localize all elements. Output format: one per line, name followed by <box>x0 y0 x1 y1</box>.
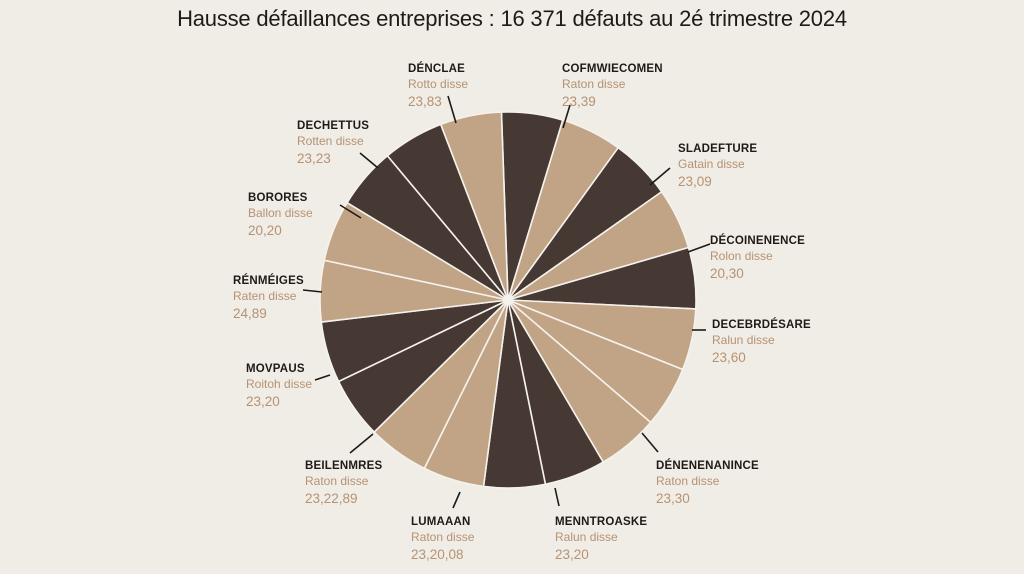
chart-title: Hausse défaillances entreprises : 16 371… <box>177 6 847 31</box>
slice-label-subtext: Gatain disse <box>678 157 745 171</box>
slice-label-value: 23,83 <box>408 94 442 109</box>
slice-label-value: 23,30 <box>656 491 690 506</box>
slice-label-name: BORORES <box>248 192 308 204</box>
slice-label-3: SLADEFTURE Gatain disse 23,09 <box>678 143 757 189</box>
slice-labels: DÉNCLAE Rotto disse 23,83 COFMWIECOMEN Raton… <box>233 62 811 562</box>
slice-label-name: MENNTROASKE <box>555 516 647 528</box>
slice-label-subtext: Rotto disse <box>408 77 468 91</box>
slice-label-subtext: Ralun disse <box>555 530 618 544</box>
leader-line-13 <box>359 152 379 169</box>
slice-label-subtext: Raton disse <box>305 474 369 488</box>
slice-label-value: 23,23 <box>297 151 331 166</box>
slice-label-value: 23,60 <box>712 350 746 365</box>
slice-label-11: RÉNMÉIGES Raten disse 24,89 <box>233 274 304 321</box>
leader-line-10 <box>314 374 331 381</box>
leader-line-3 <box>649 167 671 186</box>
slice-label-12: BORORES Ballon disse 20,20 <box>248 192 313 238</box>
slice-label-name: DÉNCLAE <box>408 62 465 75</box>
slice-label-value: 24,89 <box>233 306 267 321</box>
slice-label-value: 23,20,08 <box>411 547 464 562</box>
pie-slices <box>319 111 697 489</box>
slice-label-value: 23,39 <box>562 94 596 109</box>
leader-line-8 <box>452 491 461 509</box>
slice-label-name: SLADEFTURE <box>678 143 757 155</box>
slice-label-name: DECEBRDÉSARE <box>712 318 811 331</box>
leader-line-2 <box>562 104 571 129</box>
leader-line-7 <box>554 487 560 507</box>
slice-label-value: 23,20 <box>555 547 589 562</box>
slice-label-2: COFMWIECOMEN Raton disse 23,39 <box>562 63 663 109</box>
slice-label-name: BEILENMRES <box>305 460 383 472</box>
slice-label-name: LUMAAAN <box>411 516 471 528</box>
slice-label-subtext: Raton disse <box>656 474 720 488</box>
slice-label-subtext: Ballon disse <box>248 206 313 220</box>
slice-label-name: DÉCOINENENCE <box>710 234 805 247</box>
slice-label-subtext: Rotten disse <box>297 134 364 148</box>
slice-label-9: BEILENMRES Raton disse 23,22,89 <box>305 460 383 506</box>
slice-label-8: LUMAAAN Raton disse 23,20,08 <box>411 516 475 562</box>
slice-label-value: 23,09 <box>678 174 712 189</box>
slice-label-value: 20,30 <box>710 266 744 281</box>
slice-label-6: DÉNENENANINCE Raton disse 23,30 <box>656 459 759 506</box>
leader-line-9 <box>349 433 374 454</box>
slice-label-1: DÉNCLAE Rotto disse 23,83 <box>408 62 468 109</box>
slice-label-7: MENNTROASKE Ralun disse 23,20 <box>555 516 647 562</box>
slice-label-value: 23,20 <box>246 394 280 409</box>
leader-line-11 <box>302 289 323 293</box>
leader-line-12 <box>339 204 362 219</box>
slice-label-name: COFMWIECOMEN <box>562 63 663 75</box>
slice-label-subtext: Rolon disse <box>710 249 773 263</box>
leader-line-6 <box>641 432 659 453</box>
slice-label-4: DÉCOINENENCE Rolon disse 20,30 <box>710 234 805 281</box>
slice-label-name: MOVPAUS <box>246 363 305 375</box>
leader-line-4 <box>687 243 711 253</box>
slice-label-10: MOVPAUS Roitoh disse 23,20 <box>246 363 312 409</box>
slice-label-subtext: Raten disse <box>233 289 297 303</box>
slice-label-value: 20,20 <box>248 223 282 238</box>
slice-label-13: DECHETTUS Rotten disse 23,23 <box>297 120 369 166</box>
slice-label-name: RÉNMÉIGES <box>233 274 304 287</box>
leader-line-1 <box>447 95 457 124</box>
slice-label-name: DÉNENENANINCE <box>656 459 759 472</box>
leader-lines <box>302 95 711 509</box>
slice-label-value: 23,22,89 <box>305 491 358 506</box>
slice-label-subtext: Raton disse <box>411 530 475 544</box>
slice-label-5: DECEBRDÉSARE Ralun disse 23,60 <box>712 318 811 365</box>
pie-slice-19 <box>439 111 509 301</box>
slice-label-subtext: Raton disse <box>562 77 626 91</box>
slice-label-subtext: Ralun disse <box>712 333 775 347</box>
slice-label-name: DECHETTUS <box>297 120 369 132</box>
slice-label-subtext: Roitoh disse <box>246 377 312 391</box>
